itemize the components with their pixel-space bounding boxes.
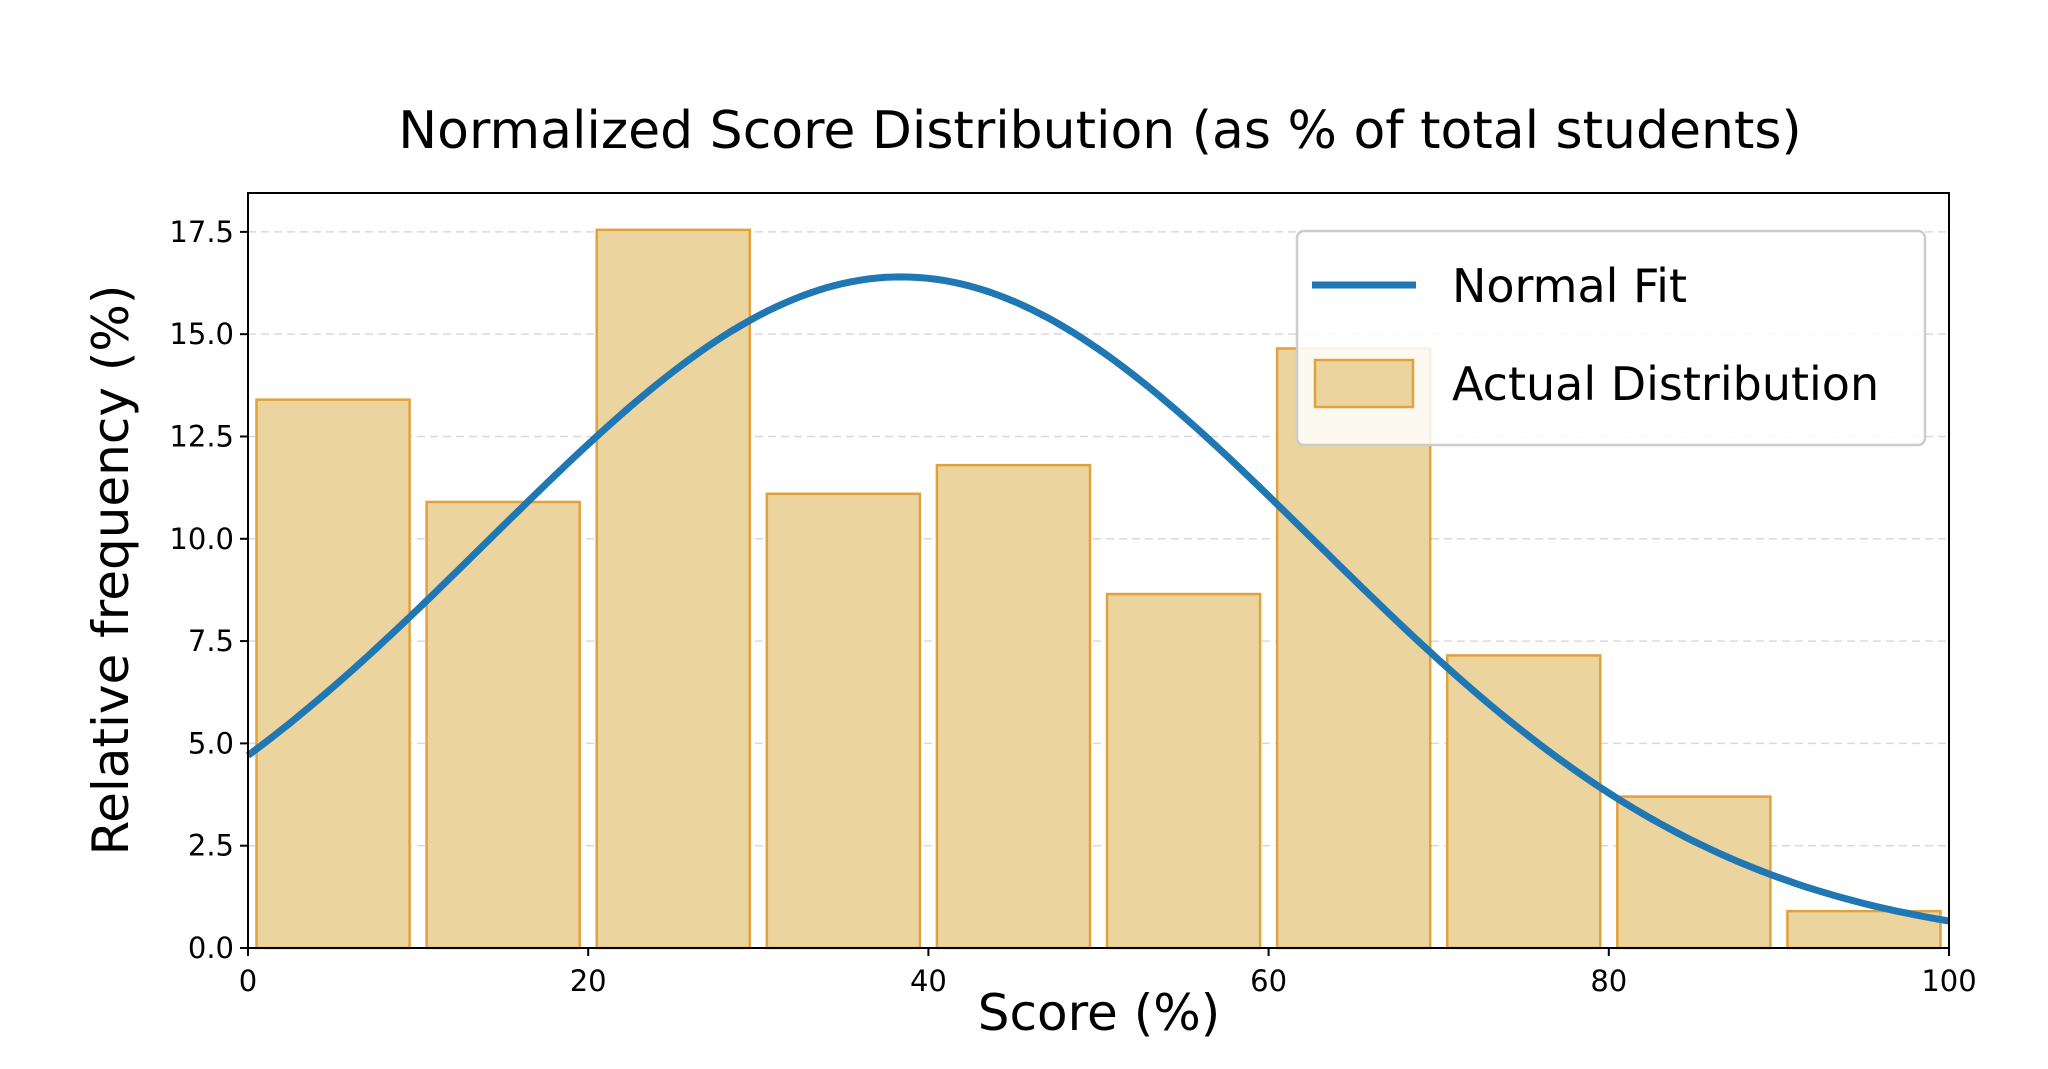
legend-bar-swatch (1313, 358, 1415, 409)
bars (255, 228, 1942, 950)
x-tick-label: 80 (1590, 964, 1627, 998)
y-tick-label: 12.5 (169, 419, 234, 453)
histogram-bar (1445, 654, 1602, 950)
y-tick-label: 5.0 (188, 726, 234, 760)
histogram-bar (765, 492, 922, 950)
histogram-bar (935, 463, 1092, 950)
y-tick-label: 0.0 (188, 931, 234, 965)
legend: Normal Fit Actual Distribution (1295, 229, 1927, 447)
plot-frame (247, 192, 1950, 949)
x-axis-label: Score (%) (978, 984, 1220, 1042)
x-tick-label: 100 (1921, 964, 1976, 998)
histogram-bar (1616, 795, 1772, 950)
normal-fit-line (245, 273, 1950, 925)
legend-label-actual-distribution: Actual Distribution (1452, 357, 1879, 411)
histogram-bar (255, 398, 411, 950)
x-axis-ticks: 0 20 40 60 80 100 (239, 948, 1977, 998)
y-tick-label: 15.0 (169, 317, 234, 351)
x-tick-label: 20 (570, 964, 607, 998)
y-axis-label: Relative frequency (%) (82, 285, 140, 856)
histogram-bar (425, 500, 581, 950)
x-tick-label: 40 (910, 964, 947, 998)
y-tick-label: 2.5 (188, 829, 234, 863)
x-tick-label: 60 (1250, 964, 1287, 998)
y-tick-label: 10.0 (169, 522, 234, 556)
legend-box (1295, 229, 1927, 447)
y-axis-ticks: 0.0 2.5 5.0 7.5 10.0 12.5 15.0 17.5 (169, 215, 248, 965)
legend-label-normal-fit: Normal Fit (1452, 259, 1687, 313)
x-tick-label: 0 (239, 964, 257, 998)
y-tick-label: 17.5 (169, 215, 234, 249)
histogram-bar (1275, 347, 1432, 950)
histogram-bar (595, 228, 752, 950)
histogram-bar (1105, 592, 1262, 950)
y-tick-label: 7.5 (188, 624, 234, 658)
chart-title: Normalized Score Distribution (as % of t… (398, 101, 1801, 161)
